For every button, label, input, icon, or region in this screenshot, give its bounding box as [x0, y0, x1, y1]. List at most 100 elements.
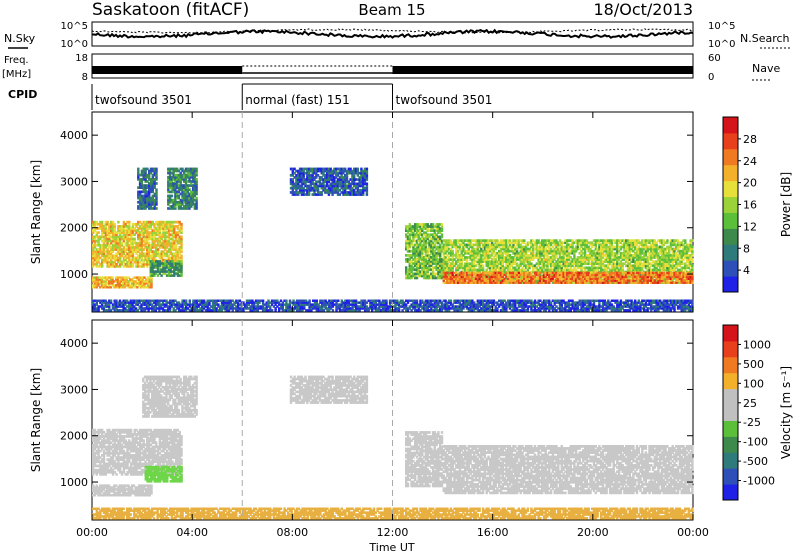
- echo-cell: [621, 270, 624, 274]
- echo-cell: [320, 176, 323, 179]
- echo-cell: [188, 205, 191, 208]
- echo-cell: [167, 190, 170, 194]
- echo-cell: [669, 264, 673, 268]
- echo-cell: [134, 284, 137, 287]
- echo-cell: [140, 186, 144, 189]
- echo-cell: [553, 262, 556, 266]
- echo-cell: [587, 266, 590, 270]
- echo-cell: [93, 227, 97, 230]
- echo-cell: [324, 167, 327, 171]
- echo-cell: [564, 258, 567, 261]
- echo-cell: [180, 264, 183, 267]
- echo-cell: [669, 268, 673, 272]
- echo-cell: [505, 239, 508, 242]
- echo-cell: [300, 193, 304, 196]
- echo-cell: [124, 225, 127, 228]
- echo-cell: [564, 264, 567, 268]
- echo-cell: [153, 258, 156, 262]
- echo-cell: [634, 251, 637, 255]
- echo-cell: [541, 249, 544, 253]
- echo-cell: [421, 272, 424, 276]
- echo-cell: [169, 268, 172, 271]
- echo-cell: [592, 239, 596, 242]
- echo-cell: [676, 281, 680, 284]
- echo-cell: [505, 249, 508, 253]
- echo-cell: [173, 225, 176, 228]
- echo-cell: [128, 246, 131, 249]
- echo-cell: [113, 235, 116, 239]
- echo-cell: [144, 171, 147, 175]
- echo-cell: [653, 268, 656, 272]
- echo-cell: [669, 266, 673, 270]
- echo-cell: [107, 282, 111, 285]
- echo-cell: [302, 188, 305, 192]
- echo-cell: [585, 258, 589, 261]
- echo-cell: [628, 247, 631, 251]
- echo-cell: [134, 280, 137, 283]
- echo-cell: [111, 265, 115, 268]
- echo-cell: [646, 264, 649, 268]
- echo-cell: [485, 241, 488, 245]
- echo-cell: [190, 182, 193, 185]
- echo-cell: [655, 266, 658, 270]
- echo-cell: [135, 246, 138, 249]
- echo-cell: [140, 262, 144, 266]
- echo-cell: [605, 243, 608, 247]
- echo-cell: [167, 227, 171, 230]
- echo-cell: [558, 268, 562, 272]
- echo-cell: [137, 231, 140, 234]
- echo-cell: [184, 178, 188, 181]
- echo-cell: [526, 277, 530, 280]
- echo-cell: [676, 254, 680, 257]
- echo-cell: [664, 247, 667, 251]
- echo-cell: [316, 174, 320, 177]
- echo-cell: [676, 245, 680, 249]
- echo-cell: [546, 268, 549, 272]
- echo-cell: [507, 239, 510, 242]
- echo-cell: [168, 180, 172, 183]
- echo-cell: [558, 262, 562, 266]
- echo-cell: [173, 252, 176, 256]
- echo-cell: [408, 243, 411, 247]
- echo-cell: [424, 272, 428, 276]
- echo-cell: [140, 239, 144, 243]
- echo-cell: [414, 251, 417, 255]
- echo-cell: [406, 274, 410, 278]
- echo-cell: [494, 254, 497, 257]
- echo-cell: [510, 247, 513, 251]
- echo-cell: [422, 223, 426, 226]
- echo-cell: [533, 247, 537, 251]
- echo-cell: [496, 260, 499, 263]
- echo-cell: [494, 258, 497, 261]
- echo-cell: [123, 276, 127, 279]
- echo-cell: [93, 284, 97, 287]
- echo-cell: [648, 241, 651, 245]
- echo-cell: [607, 245, 610, 249]
- echo-cell: [651, 241, 655, 245]
- echo-cell: [589, 268, 592, 272]
- echo-cell: [155, 188, 158, 192]
- echo-cell: [126, 252, 129, 256]
- echo-cell: [628, 256, 631, 259]
- echo-cell: [546, 249, 549, 253]
- echo-cell: [648, 266, 651, 270]
- echo-cell: [324, 191, 327, 194]
- echo-cell: [410, 276, 413, 280]
- echo-cell: [557, 251, 560, 255]
- echo-cell: [421, 270, 424, 274]
- echo-cell: [181, 178, 184, 181]
- echo-cell: [139, 278, 143, 281]
- echo-cell: [465, 268, 469, 272]
- echo-cell: [151, 237, 154, 241]
- echo-cell: [165, 266, 169, 269]
- echo-cell: [616, 247, 619, 251]
- echo-cell: [153, 205, 156, 208]
- echo-cell: [140, 258, 144, 262]
- echo-cell: [558, 266, 562, 270]
- echo-cell: [431, 233, 435, 237]
- echo-cell: [146, 194, 149, 198]
- echo-cell: [549, 243, 553, 247]
- echo-cell: [412, 239, 415, 243]
- echo-cell: [619, 266, 623, 270]
- echo-cell: [138, 225, 142, 228]
